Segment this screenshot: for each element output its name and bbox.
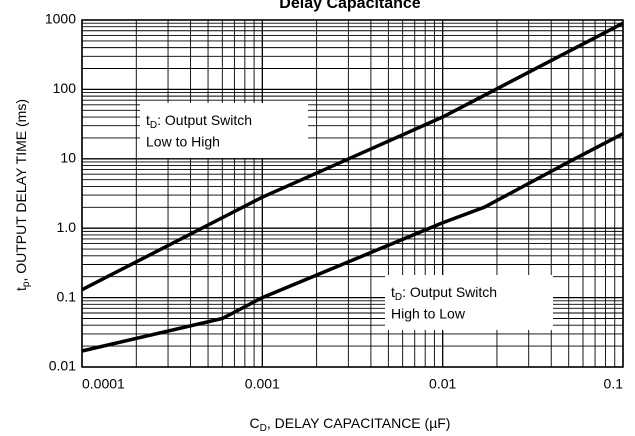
annotation-text: High to Low [391,306,466,322]
annotation-box [140,103,308,158]
y-tick-label: 100 [53,80,77,96]
x-tick-label: 0.0001 [82,376,125,392]
annotation-text: tD: Output Switch [391,284,497,303]
plot-frame [81,19,624,368]
annotation-rest: : Output Switch [402,284,497,300]
annotation-box [385,275,553,330]
series-line [81,21,624,292]
annotation-rest: : Output Switch [157,112,252,128]
y-axis-label: tp, OUTPUT DELAY TIME (ms) [13,99,32,291]
series-line [81,132,624,353]
y-tick-label: 1.0 [57,219,77,235]
annotation-text: Low to High [146,134,220,150]
x-axis-label: CD, DELAY CAPACITANCE (µF) [250,415,451,434]
x-tick-label: 0.01 [429,376,456,392]
y-tick-label: 0.1 [57,288,77,304]
x-tick-label: 0.001 [245,376,280,392]
y-tick-label: 10 [60,150,76,166]
y-tick-label: 1000 [45,11,76,27]
annotation-t: t [391,284,395,300]
chart-title: Delay Capacitance [279,0,421,12]
y-tick-label: 0.01 [49,358,76,374]
annotation-sub: D [395,292,402,303]
x-tick-label: 0.1 [604,376,624,392]
annotation-t: t [146,112,150,128]
annotation-text: tD: Output Switch [146,112,252,131]
annotation-sub: D [150,120,157,131]
